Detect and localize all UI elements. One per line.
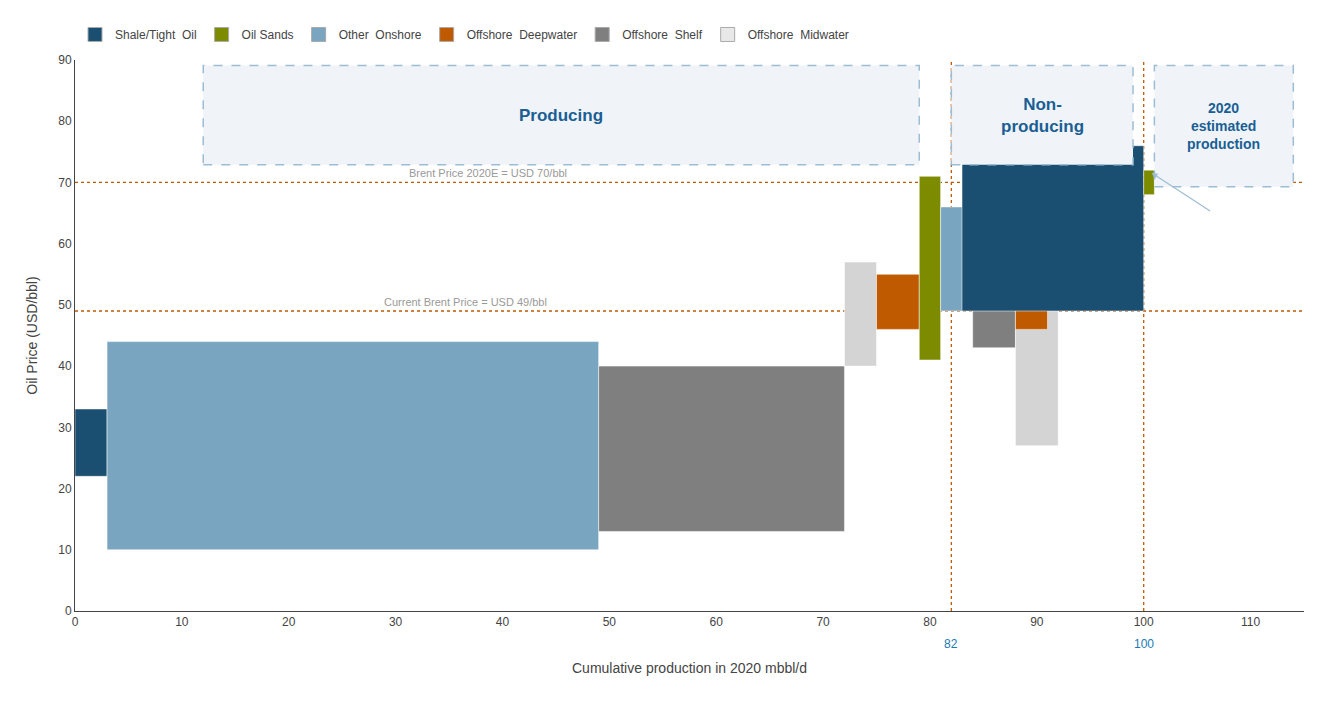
- svg-text:40: 40: [58, 359, 72, 373]
- svg-text:Cumulative production in 2020: Cumulative production in 2020 mbbl/d: [572, 660, 807, 676]
- svg-text:Producing: Producing: [519, 106, 603, 125]
- svg-text:Non-producing: Non-producing: [1001, 95, 1084, 136]
- svg-text:Offshore Midwater: Offshore Midwater: [748, 28, 849, 42]
- svg-text:60: 60: [710, 615, 724, 629]
- svg-text:Other Onshore: Other Onshore: [339, 28, 422, 42]
- svg-text:100: 100: [1134, 637, 1154, 651]
- svg-text:Offshore Deepwater: Offshore Deepwater: [467, 28, 578, 42]
- svg-text:90: 90: [58, 53, 72, 67]
- svg-text:Offshore Shelf: Offshore Shelf: [622, 28, 702, 42]
- svg-text:Brent Price 2020E = USD 70/bbl: Brent Price 2020E = USD 70/bbl: [409, 167, 567, 179]
- svg-text:10: 10: [175, 615, 189, 629]
- svg-text:90: 90: [1030, 615, 1044, 629]
- svg-text:30: 30: [58, 421, 72, 435]
- svg-text:10: 10: [58, 543, 72, 557]
- svg-text:50: 50: [58, 298, 72, 312]
- svg-text:20: 20: [282, 615, 296, 629]
- svg-text:20: 20: [58, 482, 72, 496]
- svg-text:Oil Sands: Oil Sands: [242, 28, 294, 42]
- svg-text:2020estimatedproduction: 2020estimatedproduction: [1187, 100, 1260, 152]
- svg-text:100: 100: [1134, 615, 1154, 629]
- svg-text:110: 110: [1241, 615, 1260, 629]
- svg-text:60: 60: [58, 237, 72, 251]
- svg-text:70: 70: [816, 615, 830, 629]
- svg-text:80: 80: [58, 114, 72, 128]
- svg-text:40: 40: [496, 615, 510, 629]
- svg-text:70: 70: [58, 176, 72, 190]
- svg-text:0: 0: [72, 615, 79, 629]
- svg-text:Oil Price (USD/bbl): Oil Price (USD/bbl): [24, 276, 40, 394]
- svg-text:30: 30: [389, 615, 403, 629]
- svg-text:82: 82: [944, 637, 958, 651]
- svg-text:0: 0: [65, 604, 72, 618]
- svg-text:50: 50: [603, 615, 617, 629]
- svg-text:Current Brent Price = USD 49/b: Current Brent Price = USD 49/bbl: [384, 296, 547, 308]
- svg-text:Shale/Tight Oil: Shale/Tight Oil: [115, 28, 197, 42]
- svg-text:80: 80: [923, 615, 937, 629]
